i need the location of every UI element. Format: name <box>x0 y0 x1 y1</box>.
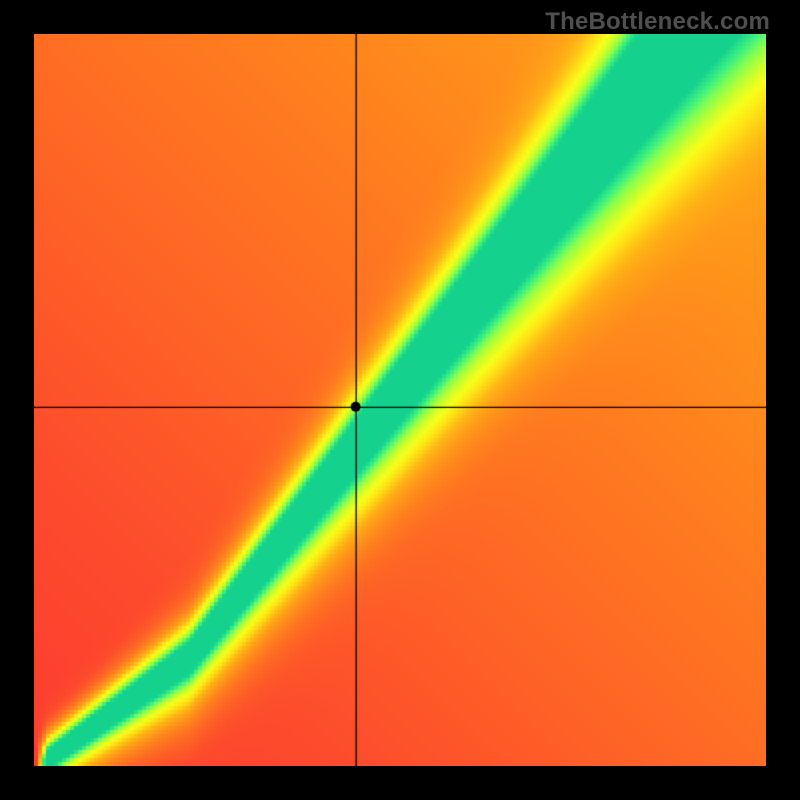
watermark-text: TheBottleneck.com <box>545 8 770 36</box>
chart-container: { "watermark": { "text": "TheBottleneck.… <box>0 0 800 800</box>
bottleneck-heatmap <box>34 34 766 766</box>
